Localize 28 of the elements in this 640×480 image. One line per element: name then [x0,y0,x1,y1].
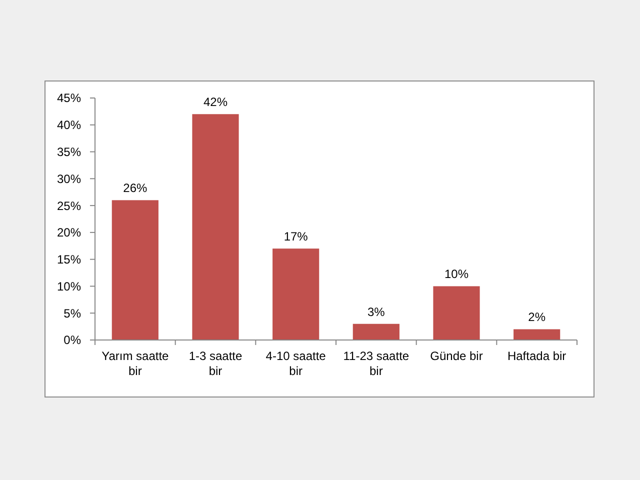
y-tick-label: 0% [64,333,82,348]
bar [514,329,560,340]
x-tick-label: Günde bir [430,349,483,363]
y-tick-label: 30% [56,172,82,186]
y-tick-label: 40% [56,118,82,132]
data-label: 17% [284,230,308,244]
x-tick-label: Haftada bir [507,349,566,363]
bar [433,286,480,340]
x-tick-label: Yarım saatte bir [102,349,170,378]
y-tick-label: 45% [56,91,82,106]
bar [192,114,239,340]
y-tick-label: 25% [56,198,82,213]
bar [352,324,400,340]
data-label: 10% [444,267,469,282]
data-label: 3% [367,304,386,319]
y-tick-label: 20% [56,226,82,240]
y-tick-label: 15% [56,252,82,267]
data-label: 26% [123,181,148,196]
data-label: 2% [528,310,546,324]
bar [112,200,158,340]
y-tick-label: 10% [56,279,82,294]
y-tick-label: 5% [64,306,82,320]
x-tick-label: 4-10 saatte bir [266,349,326,378]
x-tick-label: 11-23 saatte bir [343,349,410,378]
x-tick-label: 1-3 saatte bir [188,349,243,378]
data-label: 42% [203,95,228,110]
bar [272,248,320,340]
y-tick-label: 35% [56,144,82,159]
